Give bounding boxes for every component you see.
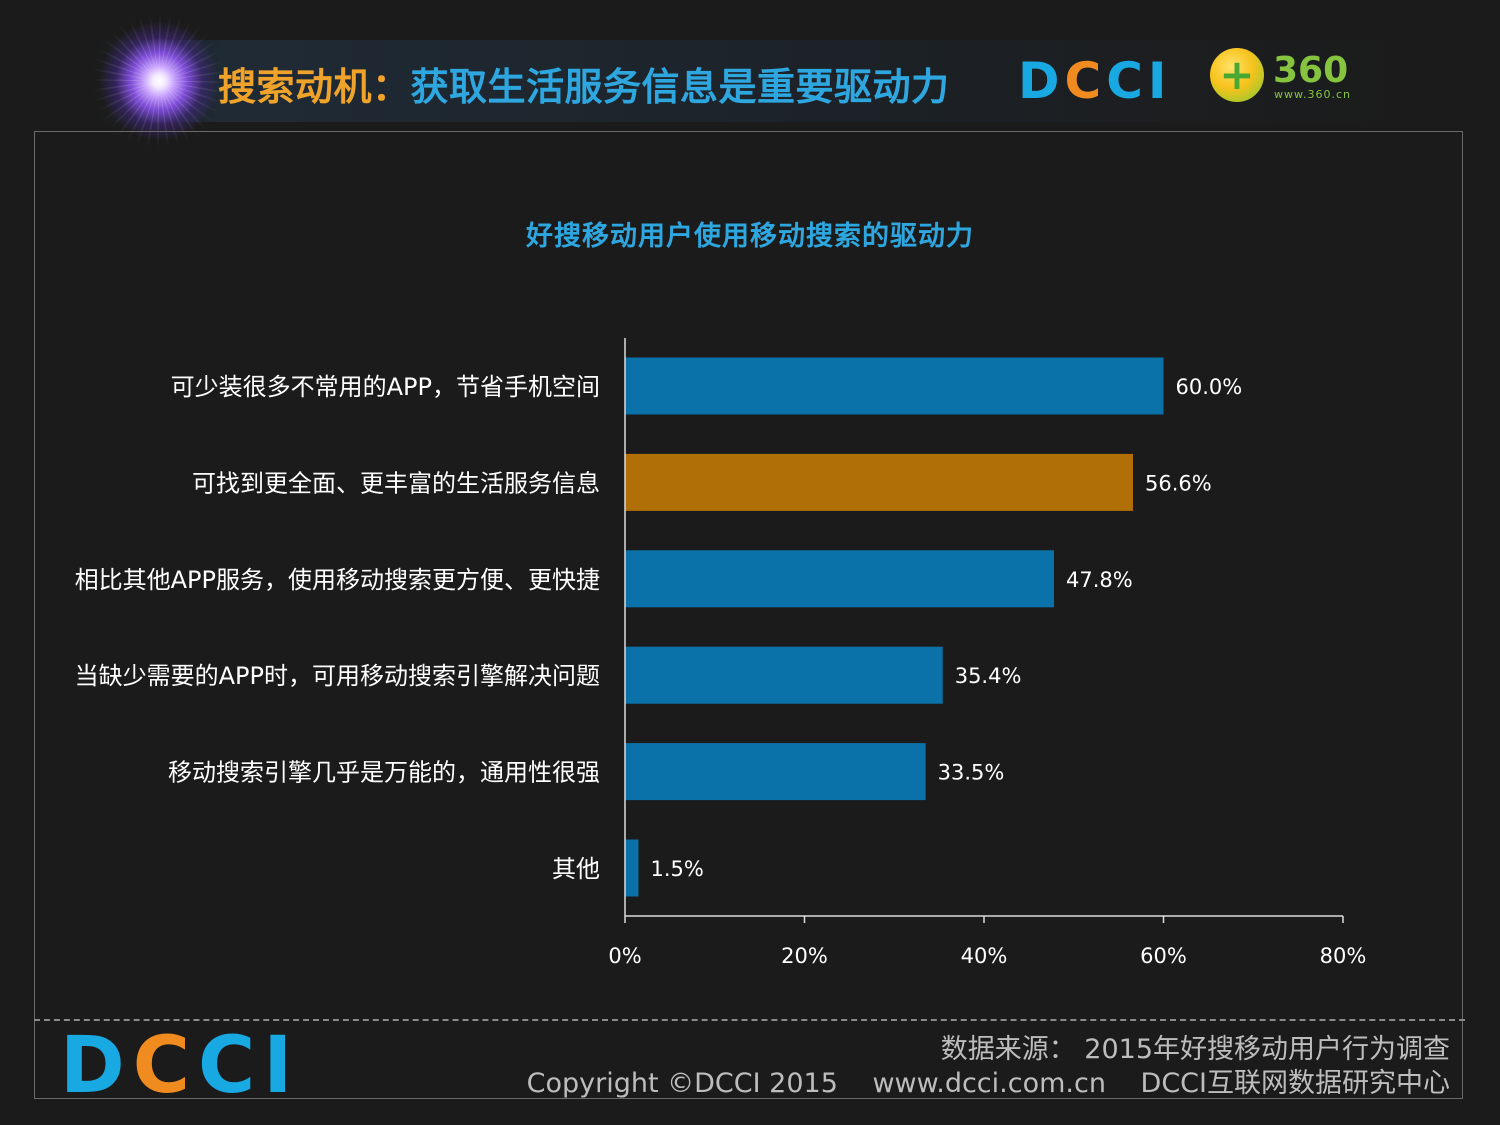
page-title-keyword: 搜索动机： <box>218 65 411 109</box>
bar <box>625 357 1164 415</box>
footer-divider <box>34 1019 1465 1021</box>
starburst-icon <box>100 22 218 140</box>
category-label: 相比其他APP服务，使用移动搜索更方便、更快捷 <box>75 566 600 594</box>
bar <box>625 839 639 897</box>
x-tick-label: 60% <box>1140 944 1187 968</box>
data-label: 33.5% <box>938 761 1005 785</box>
bar <box>625 453 1133 511</box>
category-label: 可少装很多不常用的APP，节省手机空间 <box>171 373 600 401</box>
360-logo-text: 360 <box>1273 50 1349 91</box>
bar <box>625 646 943 704</box>
data-label: 56.6% <box>1145 471 1212 495</box>
360-logo-url: www.360.cn <box>1274 88 1351 101</box>
data-label: 35.4% <box>955 664 1022 688</box>
category-label: 其他 <box>552 855 600 883</box>
category-label: 移动搜索引擎几乎是万能的，通用性很强 <box>168 759 600 787</box>
page-title-rest: 获取生活服务信息是重要驱动力 <box>410 65 950 109</box>
bar <box>625 743 926 801</box>
org-name: DCCI互联网数据研究中心 <box>1140 1068 1450 1099</box>
data-label: 47.8% <box>1066 568 1133 592</box>
data-label: 60.0% <box>1176 375 1243 399</box>
copyright-text: Copyright ©DCCI 2015 <box>526 1068 838 1099</box>
x-tick-label: 80% <box>1320 944 1367 968</box>
copyright-row: Copyright ©DCCI 2015 www.dcci.com.cn DCC… <box>527 1061 1450 1100</box>
website-link[interactable]: www.dcci.com.cn <box>872 1068 1106 1099</box>
x-tick-label: 40% <box>961 944 1008 968</box>
header-band <box>95 40 1405 122</box>
360-logo-icon: + <box>1210 48 1264 102</box>
content-frame <box>34 131 1463 1099</box>
chart-title: 好搜移动用户使用移动搜索的驱动力 <box>526 221 974 252</box>
dcci-logo: DCCI <box>1018 52 1172 110</box>
footer-dcci-logo: DCCI <box>60 1021 301 1111</box>
data-source: 数据来源： 2015年好搜移动用户行为调查 <box>940 1034 1450 1065</box>
x-tick-label: 20% <box>781 944 828 968</box>
category-label: 当缺少需要的APP时，可用移动搜索引擎解决问题 <box>75 662 600 690</box>
x-tick-label: 0% <box>608 944 641 968</box>
data-label: 1.5% <box>650 857 703 881</box>
category-label: 可找到更全面、更丰富的生活服务信息 <box>192 469 600 497</box>
bar <box>625 550 1055 608</box>
page-title: 搜索动机：获取生活服务信息是重要驱动力 <box>218 56 950 111</box>
